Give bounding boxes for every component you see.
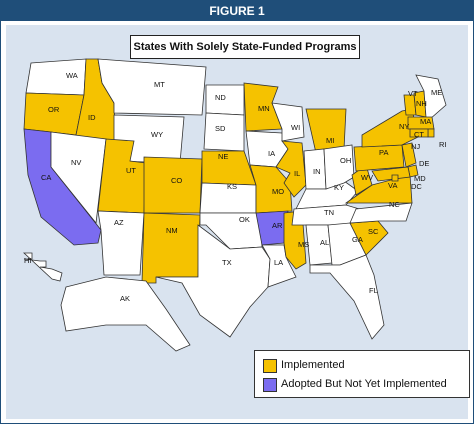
state-label-ky: KY [334, 183, 344, 192]
state-label-fl: FL [369, 286, 378, 295]
state-nv [50, 131, 107, 224]
state-label-md: MD [414, 174, 426, 183]
state-label-mi: MI [326, 136, 334, 145]
state-wi [271, 102, 305, 142]
state-label-az: AZ [114, 218, 124, 227]
state-nj [401, 142, 417, 168]
state-label-ar: AR [272, 221, 283, 230]
state-label-dc: DC [411, 182, 422, 191]
state-label-nd: ND [215, 93, 226, 102]
state-label-ri: RI [439, 140, 447, 149]
state-label-nj: NJ [411, 142, 420, 151]
us-map: WA OR CA ID NV MT WY UT AZ CO NM ND SD NE KS OK TX MN IA MO… [22, 58, 447, 352]
state-label-ga: GA [352, 235, 363, 244]
state-label-or: OR [48, 105, 60, 114]
state-co [143, 156, 203, 214]
state-label-vt: VT [408, 89, 418, 98]
state-label-id: ID [88, 113, 96, 122]
state-label-me: ME [431, 88, 442, 97]
state-ri [427, 128, 435, 138]
state-ne [201, 150, 257, 186]
state-nc [349, 202, 413, 224]
state-label-nv: NV [71, 158, 81, 167]
state-il [275, 140, 307, 198]
state-label-al: AL [320, 238, 329, 247]
state-label-in: IN [313, 167, 321, 176]
map-title: States With Solely State-Funded Programs [130, 35, 360, 59]
legend: Implemented Adopted But Not Yet Implemen… [254, 350, 470, 398]
state-label-wa: WA [66, 71, 78, 80]
legend-swatch-implemented [263, 359, 277, 373]
state-label-ny: NY [399, 122, 409, 131]
state-label-mt: MT [154, 80, 165, 89]
state-label-nh: NH [416, 99, 427, 108]
state-label-ct: CT [414, 130, 424, 139]
state-label-tn: TN [324, 208, 334, 217]
state-ct [409, 128, 429, 138]
state-nm [141, 212, 201, 284]
state-label-ms: MS [298, 240, 309, 249]
state-label-il: IL [294, 169, 300, 178]
state-label-mn: MN [258, 104, 270, 113]
state-label-tx: TX [222, 258, 232, 267]
state-tx [155, 224, 271, 338]
state-label-co: CO [171, 176, 182, 185]
state-label-ks: KS [227, 182, 237, 191]
state-label-wv: WV [361, 173, 373, 182]
state-label-ut: UT [126, 166, 136, 175]
state-label-wy: WY [151, 130, 163, 139]
state-md [371, 166, 411, 182]
state-dc [391, 174, 399, 182]
state-label-ne: NE [218, 152, 228, 161]
state-label-va: VA [388, 181, 397, 190]
state-label-sd: SD [215, 124, 226, 133]
legend-label-adopted: Adopted But Not Yet Implemented [281, 378, 447, 390]
state-label-hi: HI [24, 256, 32, 265]
map-panel: WA OR CA ID NV MT WY UT AZ CO NM ND SD NE KS OK TX MN IA MO… [6, 25, 470, 419]
state-label-ia: IA [268, 149, 275, 158]
state-oh [323, 144, 355, 190]
state-label-ma: MA [420, 117, 431, 126]
state-label-oh: OH [340, 156, 351, 165]
state-label-sc: SC [368, 227, 379, 236]
state-label-de: DE [419, 159, 429, 168]
state-label-ok: OK [239, 215, 250, 224]
state-ak [60, 276, 191, 352]
state-label-nm: NM [166, 226, 178, 235]
state-fl [309, 254, 385, 340]
state-or [23, 92, 85, 136]
state-mt [97, 58, 207, 116]
state-label-pa: PA [379, 148, 388, 157]
state-mo [249, 164, 293, 214]
state-az [97, 210, 145, 276]
legend-label-implemented: Implemented [281, 359, 345, 371]
state-label-ak: AK [120, 294, 130, 303]
figure-label: FIGURE 1 [1, 1, 473, 21]
state-hi [22, 252, 63, 282]
state-label-wi: WI [291, 123, 300, 132]
state-label-mo: MO [272, 187, 284, 196]
state-label-nc: NC [389, 200, 400, 209]
state-label-ca: CA [41, 173, 51, 182]
legend-swatch-adopted [263, 378, 277, 392]
state-label-la: LA [274, 258, 283, 267]
